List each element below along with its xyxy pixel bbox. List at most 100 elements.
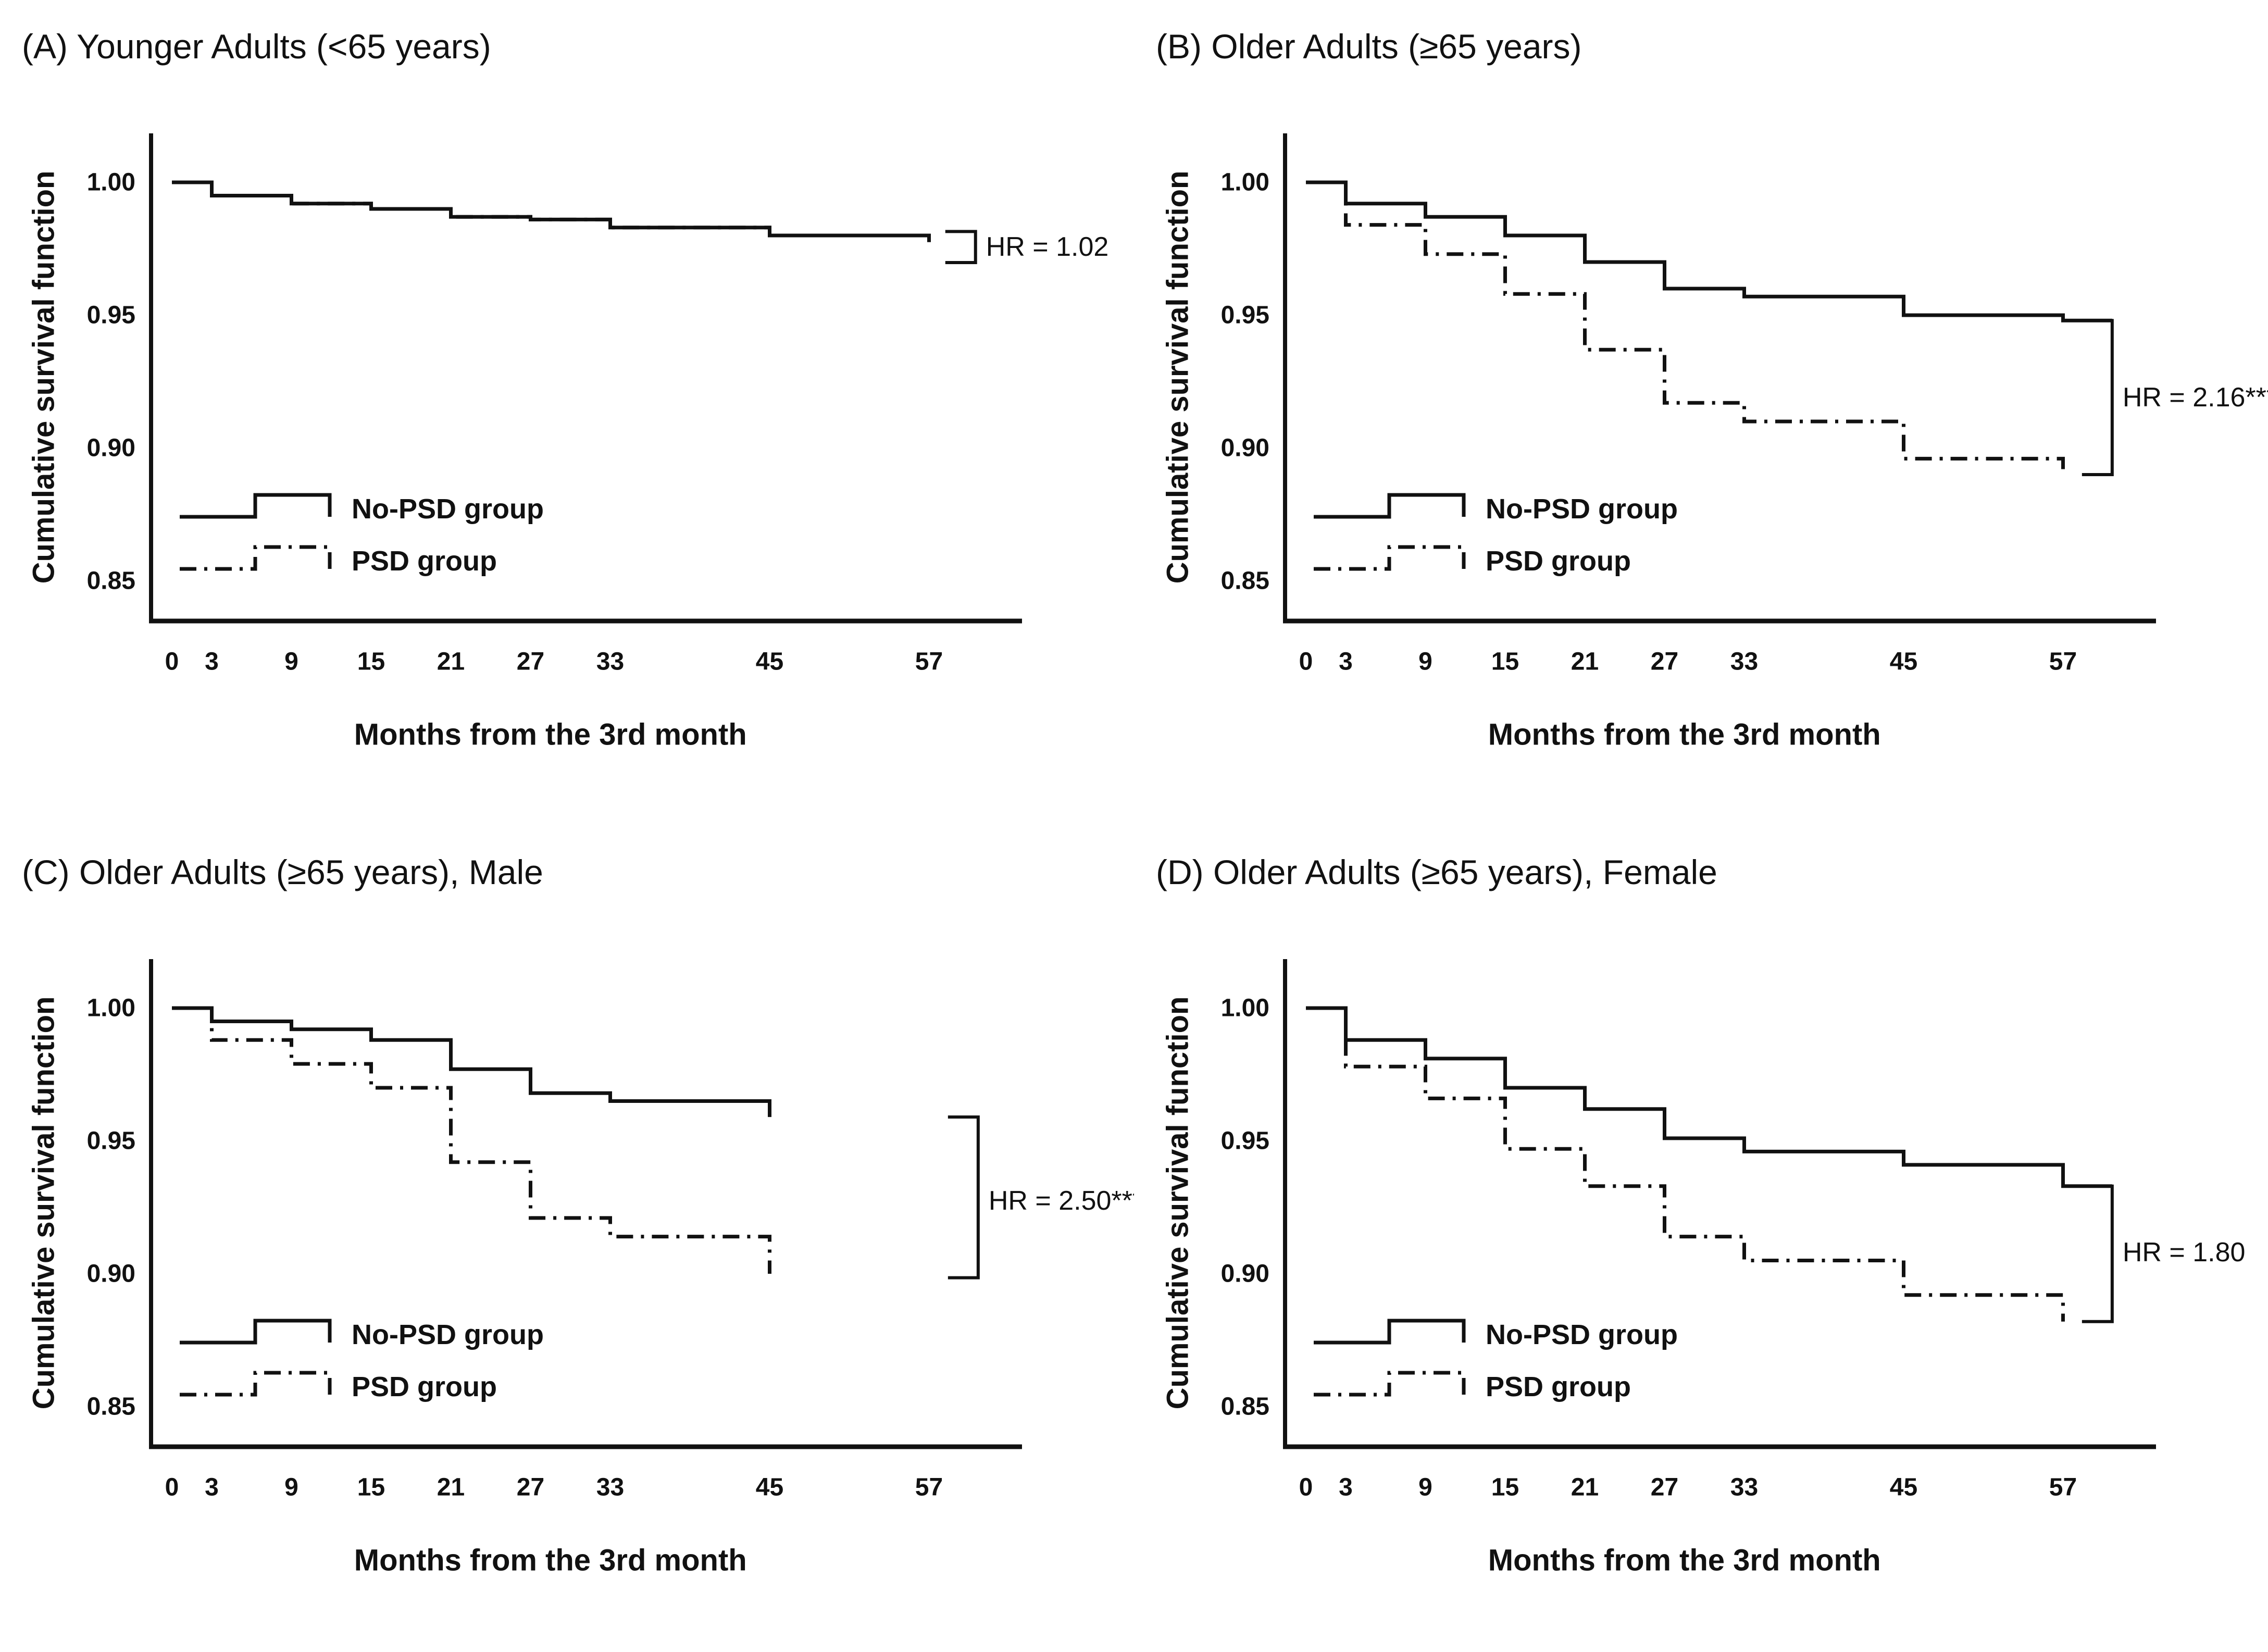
panel-C-title: (C) Older Adults (≥65 years), Male [22,853,543,891]
curve-psd-group [1306,180,2065,469]
legend-label: PSD group [1486,1371,1631,1402]
x-tick-label: 9 [284,1474,298,1501]
y-tick-label: 0.85 [87,567,135,595]
legend-solid-line-icon [180,493,332,519]
x-axis-title: Months from the 3rd month [1488,718,1881,752]
panel-A: (A) Younger Adults (<65 years) 1.00 0.95 0.… [0,0,1134,826]
y-tick-label: 0.85 [87,1393,135,1421]
curve-psd-group [172,180,931,242]
y-tick-label: 0.95 [1221,302,1269,329]
x-tick-label: 3 [1339,1474,1353,1501]
y-tick-label: 0.95 [87,1127,135,1155]
panel-A-title: (A) Younger Adults (<65 years) [22,27,491,66]
curve-no-psd-group [1306,1006,2112,1188]
x-tick-label: 21 [437,648,465,676]
hr-label: HR = 2.16*** [2123,382,2268,413]
legend-label: PSD group [352,545,497,577]
x-tick-label: 15 [1491,1474,1519,1501]
y-tick-label: 0.85 [1221,1393,1269,1421]
x-tick-label: 9 [284,648,298,676]
x-tick-label: 27 [517,648,544,676]
x-axis-title: Months from the 3rd month [354,718,747,752]
hr-bracket [948,1115,980,1280]
x-tick-label: 3 [205,648,219,676]
x-tick-label: 27 [517,1474,544,1501]
hr-label: HR = 1.02 [986,232,1109,262]
x-tick-label: 57 [2049,648,2077,676]
y-tick-label: 1.00 [87,995,135,1022]
y-tick-label: 0.90 [87,434,135,462]
x-tick-label: 57 [915,1474,943,1501]
x-tick-label: 0 [1299,1474,1313,1501]
panel-B: (B) Older Adults (≥65 years) 1.00 0.95 0.90… [1134,0,2268,826]
legend-label: No-PSD group [1486,493,1678,525]
legend-solid-line-icon [1314,493,1466,519]
x-tick-label: 27 [1651,648,1678,676]
x-tick-label: 15 [357,648,385,676]
panel-D: (D) Older Adults (≥65 years), Female 1.00… [1134,826,2268,1651]
x-tick-label: 45 [756,648,783,676]
legend-label: No-PSD group [1486,1319,1678,1350]
x-tick-label: 57 [2049,1474,2077,1501]
x-tick-label: 15 [357,1474,385,1501]
y-tick-label: 1.00 [87,169,135,196]
legend-label: No-PSD group [352,1319,544,1350]
x-tick-label: 0 [165,1474,179,1501]
curve-no-psd-group [1306,180,2112,322]
legend-label: No-PSD group [352,493,544,525]
x-tick-label: 3 [205,1474,219,1501]
panel-B-title: (B) Older Adults (≥65 years) [1156,27,1582,66]
curve-no-psd-group [172,1006,771,1117]
x-tick-label: 45 [1890,648,1917,676]
x-axis-title: Months from the 3rd month [354,1544,747,1578]
x-tick-label: 45 [756,1474,783,1501]
x-tick-label: 3 [1339,648,1353,676]
legend-solid-line-icon [1314,1319,1466,1345]
x-tick-label: 21 [1571,1474,1599,1501]
x-tick-label: 9 [1418,648,1432,676]
legend-dashdot-line-icon [180,1371,332,1397]
y-tick-label: 0.90 [1221,434,1269,462]
y-tick-label: 0.90 [1221,1260,1269,1288]
x-tick-label: 33 [1730,1474,1758,1501]
x-tick-label: 21 [1571,648,1599,676]
x-tick-label: 9 [1418,1474,1432,1501]
x-tick-label: 0 [165,648,179,676]
panel-B-chart: (B) Older Adults (≥65 years) 1.00 0.95 0.90… [1156,27,2268,752]
y-tick-label: 0.95 [87,302,135,329]
legend-label: PSD group [1486,545,1631,577]
legend-dashdot-line-icon [1314,1371,1466,1397]
y-tick-label: 0.85 [1221,567,1269,595]
x-tick-label: 45 [1890,1474,1917,1501]
x-tick-label: 21 [437,1474,465,1501]
x-tick-label: 33 [596,1474,624,1501]
y-tick-label: 0.95 [1221,1127,1269,1155]
y-axis-title: Cumulative survival function [27,997,61,1410]
x-tick-label: 57 [915,648,943,676]
panel-D-chart: (D) Older Adults (≥65 years), Female 1.00… [1156,853,2246,1578]
y-axis-title: Cumulative survival function [27,171,61,584]
y-tick-label: 1.00 [1221,995,1269,1022]
panel-A-chart: (A) Younger Adults (<65 years) 1.00 0.95 0.… [22,27,1109,752]
y-axis-title: Cumulative survival function [1161,171,1195,584]
x-tick-label: 15 [1491,648,1519,676]
legend-dashdot-line-icon [1314,545,1466,571]
x-axis-title: Months from the 3rd month [1488,1544,1881,1578]
panel-D-title: (D) Older Adults (≥65 years), Female [1156,853,1717,891]
hr-label: HR = 2.50*** [989,1186,1134,1216]
x-tick-label: 33 [1730,648,1758,676]
hr-label: HR = 1.80 [2123,1237,2246,1268]
legend-label: PSD group [352,1371,497,1402]
hr-bracket [945,230,977,265]
panel-C-chart: (C) Older Adults (≥65 years), Male 1.00 0.… [22,853,1134,1578]
panel-C: (C) Older Adults (≥65 years), Male 1.00 0.… [0,826,1134,1651]
hr-bracket [2082,319,2114,476]
curve-psd-group [172,1006,771,1274]
hr-bracket [2082,1184,2114,1323]
legend-dashdot-line-icon [180,545,332,571]
legend-solid-line-icon [180,1319,332,1345]
y-axis-title: Cumulative survival function [1161,997,1195,1410]
x-tick-label: 0 [1299,648,1313,676]
y-tick-label: 0.90 [87,1260,135,1288]
